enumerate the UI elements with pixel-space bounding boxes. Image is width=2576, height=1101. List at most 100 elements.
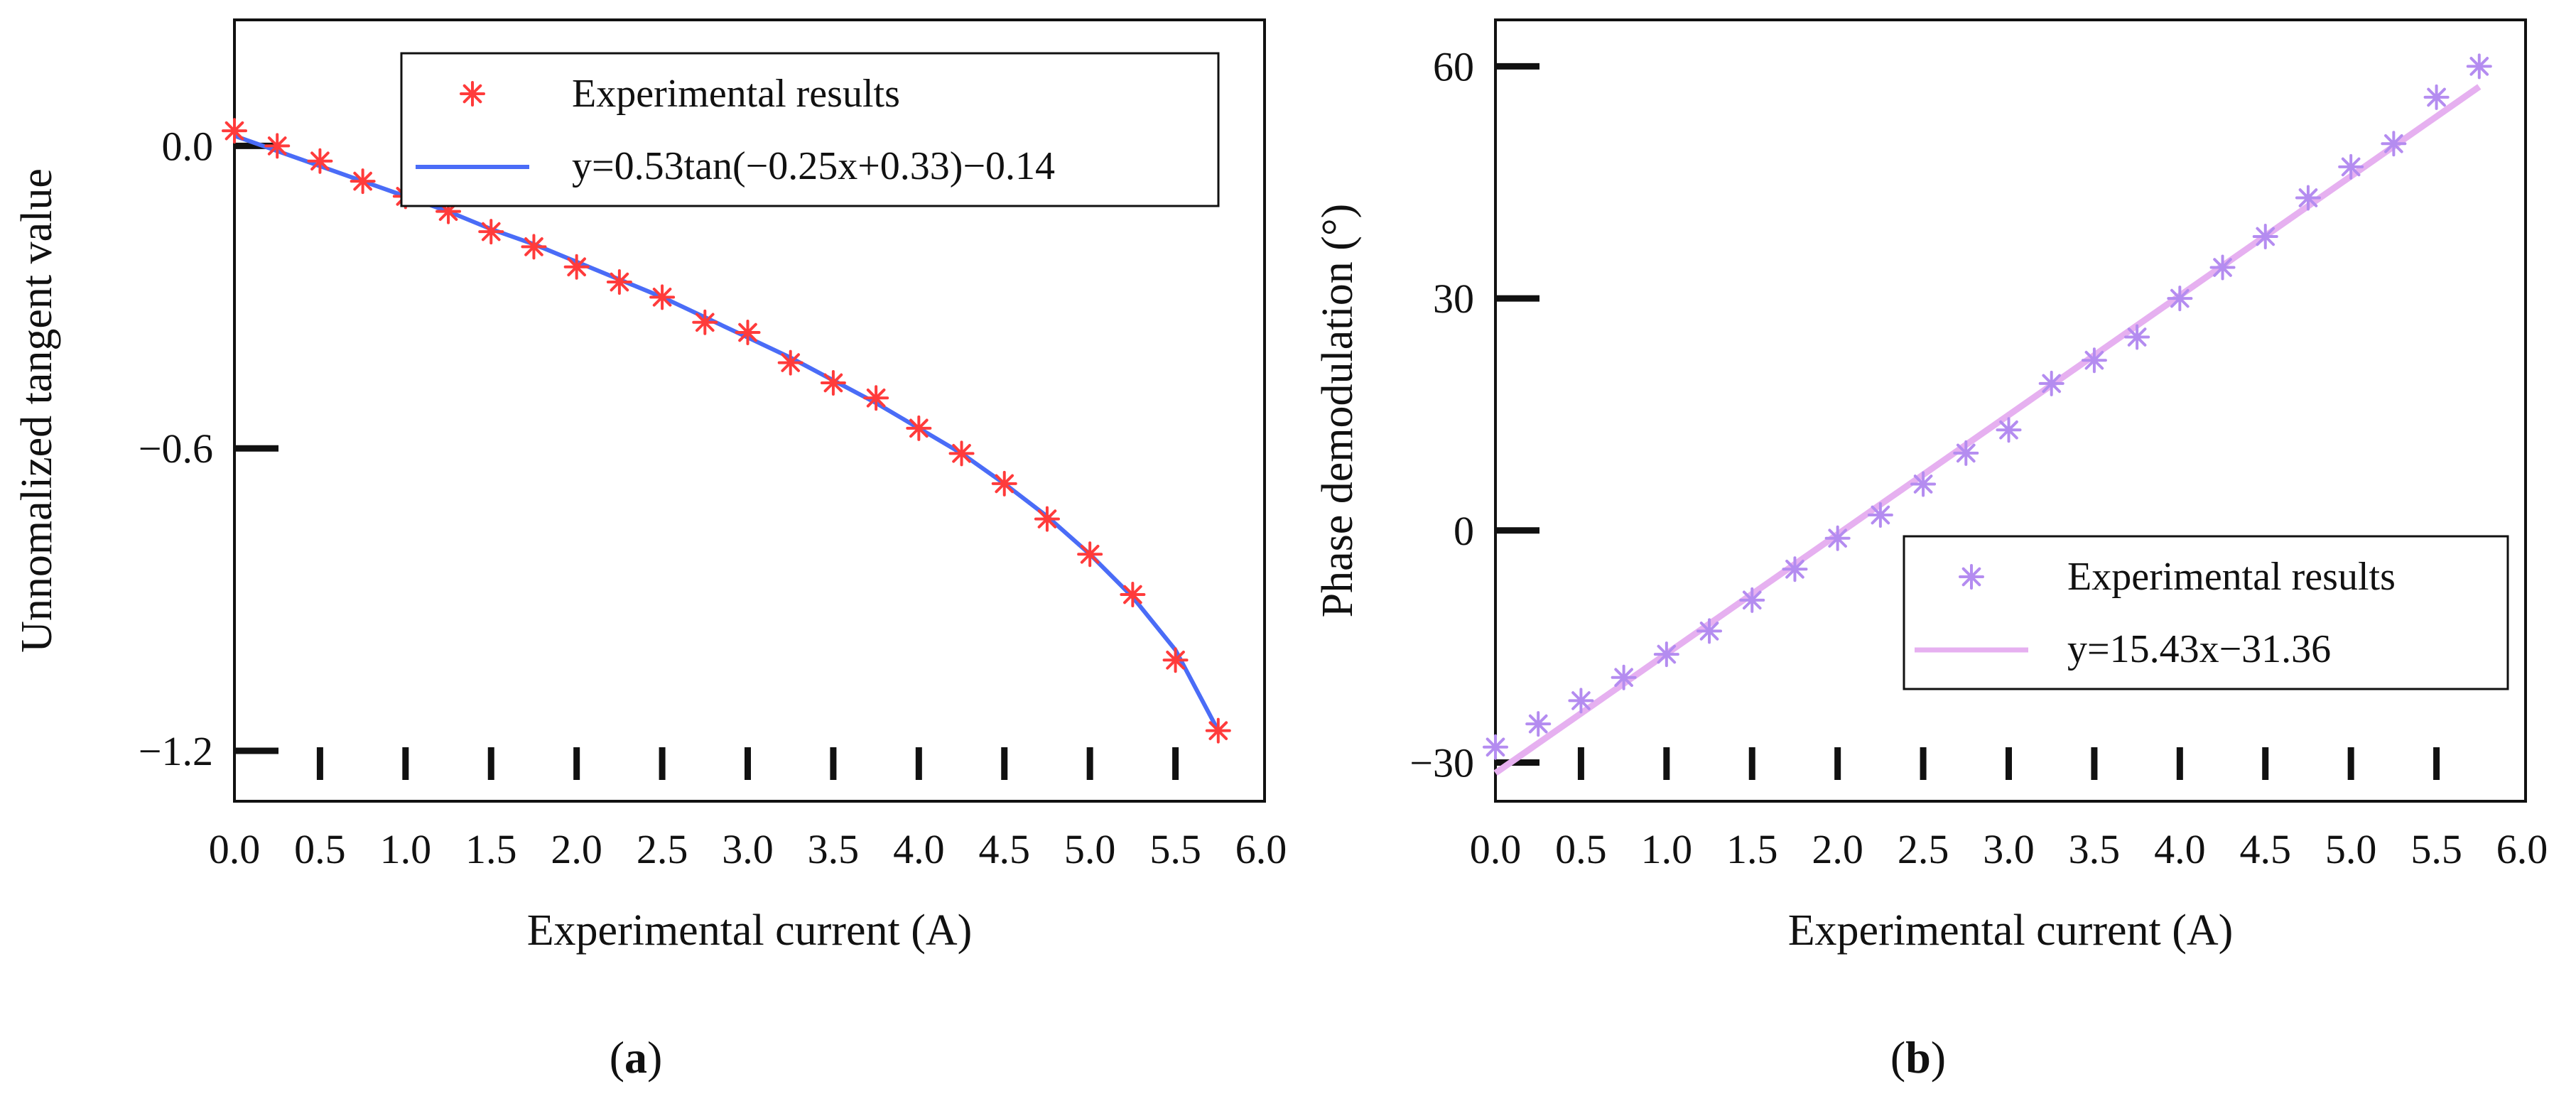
y-axis-label-b: Phase demodulation (°) bbox=[1314, 204, 1362, 618]
data-point bbox=[777, 349, 803, 376]
y-tick-label: −1.2 bbox=[139, 728, 213, 774]
data-point bbox=[649, 284, 676, 310]
x-tick-label: 3.5 bbox=[2069, 826, 2121, 872]
data-point bbox=[2338, 153, 2364, 180]
y-tick-label: 0 bbox=[1454, 508, 1474, 554]
series-b bbox=[1483, 53, 2492, 776]
y-axis-label-a: Unnomalized tangent value bbox=[13, 168, 61, 653]
x-axis-label-b: Experimental current (A) bbox=[1788, 906, 2234, 955]
x-tick-label: 4.5 bbox=[979, 826, 1031, 872]
legend-label-experimental-a: Experimental results bbox=[572, 72, 900, 116]
data-point bbox=[1696, 618, 1723, 644]
x-tick-label: 3.0 bbox=[722, 826, 774, 872]
data-point bbox=[264, 133, 291, 159]
data-point bbox=[2466, 53, 2492, 80]
legend-asterisk bbox=[460, 81, 485, 107]
data-point bbox=[563, 254, 590, 280]
data-point bbox=[2038, 370, 2064, 396]
x-tick-label: 0.5 bbox=[294, 826, 346, 872]
data-point bbox=[863, 385, 889, 411]
legend-label-fit-a: y=0.53tan(−0.25x+0.33)−0.14 bbox=[572, 144, 1055, 188]
plot-frame-a bbox=[233, 18, 1266, 803]
data-point bbox=[1953, 440, 1979, 466]
data-point bbox=[1996, 417, 2022, 443]
data-point bbox=[2295, 185, 2321, 211]
data-point bbox=[2381, 131, 2407, 157]
chart-panel-a: 0.0 0.5 1.0 1.5 2.0 2.5 3.0 3.5 4.0 4.5 5.0 5.5 6.0 … bbox=[13, 18, 1287, 1083]
x-tick-label: 0.0 bbox=[1470, 826, 1522, 872]
data-point bbox=[2209, 254, 2236, 281]
data-point bbox=[606, 269, 632, 295]
legend-label-experimental-b: Experimental results bbox=[2067, 555, 2396, 599]
panel-label-b: (b) bbox=[1890, 1032, 1946, 1083]
x-tick-label: 3.0 bbox=[1983, 826, 2035, 872]
y-tick-label: 0.0 bbox=[162, 123, 214, 169]
y-ticks-a: 0.0 −0.6 −1.2 bbox=[139, 123, 278, 774]
x-tick-label: 2.0 bbox=[551, 826, 602, 872]
data-point bbox=[1077, 541, 1103, 568]
x-tick-label: 6.0 bbox=[2496, 826, 2548, 872]
data-point bbox=[1867, 502, 1893, 528]
data-point bbox=[2167, 286, 2193, 312]
x-tick-label: 4.0 bbox=[893, 826, 945, 872]
chart-panel-b: 0.0 0.5 1.0 1.5 2.0 2.5 3.0 3.5 4.0 4.5 5.0 5.5 6.0 … bbox=[1314, 18, 2548, 1083]
x-tick-label: 5.5 bbox=[2410, 826, 2462, 872]
data-point bbox=[222, 118, 247, 144]
series-line bbox=[233, 134, 1221, 732]
x-ticks-b: 0.0 0.5 1.0 1.5 2.0 2.5 3.0 3.5 4.0 4.5 5.0 5.5 6.0 bbox=[1470, 747, 2548, 872]
x-axis-label-a: Experimental current (A) bbox=[527, 906, 973, 955]
data-point bbox=[1205, 717, 1231, 744]
x-tick-label: 4.5 bbox=[2240, 826, 2292, 872]
legend-label-fit-b: y=15.43x−31.36 bbox=[2067, 627, 2331, 671]
legend-marker-experimental-b bbox=[1959, 564, 1984, 590]
series-a bbox=[222, 118, 1231, 744]
data-point bbox=[1653, 641, 1679, 668]
data-point bbox=[991, 470, 1017, 497]
data-point bbox=[350, 168, 376, 195]
x-ticks-a: 0.0 0.5 1.0 1.5 2.0 2.5 3.0 3.5 4.0 4.5 5.0 5.5 6.0 bbox=[209, 747, 1287, 872]
data-point bbox=[1739, 587, 1765, 613]
x-tick-label: 2.5 bbox=[1898, 826, 1949, 872]
data-point bbox=[1162, 647, 1189, 673]
x-tick-label: 2.0 bbox=[1812, 826, 1863, 872]
data-point bbox=[521, 234, 547, 260]
x-tick-label: 4.0 bbox=[2154, 826, 2206, 872]
y-ticks-b: 60 30 0 −30 bbox=[1409, 43, 1539, 786]
data-point bbox=[2124, 324, 2150, 350]
y-tick-label: −0.6 bbox=[139, 425, 213, 472]
data-point bbox=[692, 309, 718, 335]
data-point bbox=[735, 320, 761, 345]
data-point bbox=[1120, 582, 1146, 608]
x-tick-label: 3.5 bbox=[808, 826, 860, 872]
x-tick-label: 5.5 bbox=[1149, 826, 1201, 872]
legend-marker-experimental-a bbox=[460, 81, 485, 107]
data-point bbox=[2252, 223, 2278, 249]
data-point bbox=[1483, 734, 1508, 760]
x-tick-label: 5.0 bbox=[2325, 826, 2377, 872]
data-point bbox=[1568, 688, 1594, 714]
data-point bbox=[1824, 525, 1851, 551]
data-point bbox=[820, 369, 846, 396]
data-point bbox=[1910, 471, 1937, 497]
x-tick-label: 2.5 bbox=[637, 826, 688, 872]
data-point bbox=[2423, 84, 2450, 110]
legend-box-b bbox=[1903, 535, 2509, 690]
x-tick-label: 1.5 bbox=[1726, 826, 1778, 872]
x-tick-label: 1.0 bbox=[1641, 826, 1693, 872]
data-point bbox=[1034, 506, 1060, 532]
data-point bbox=[307, 148, 333, 174]
data-point bbox=[1611, 664, 1637, 690]
series-line bbox=[1493, 84, 2482, 776]
data-point bbox=[948, 440, 975, 467]
x-tick-label: 0.0 bbox=[209, 826, 261, 872]
y-tick-label: 60 bbox=[1433, 43, 1474, 90]
data-point bbox=[1525, 711, 1552, 737]
y-tick-label: −30 bbox=[1409, 740, 1474, 786]
data-point bbox=[1782, 556, 1808, 582]
data-point bbox=[478, 219, 504, 245]
legend-asterisk bbox=[1959, 564, 1984, 590]
y-tick-label: 30 bbox=[1433, 276, 1474, 322]
x-tick-label: 1.0 bbox=[380, 826, 432, 872]
plot-frame-b bbox=[1494, 18, 2527, 803]
